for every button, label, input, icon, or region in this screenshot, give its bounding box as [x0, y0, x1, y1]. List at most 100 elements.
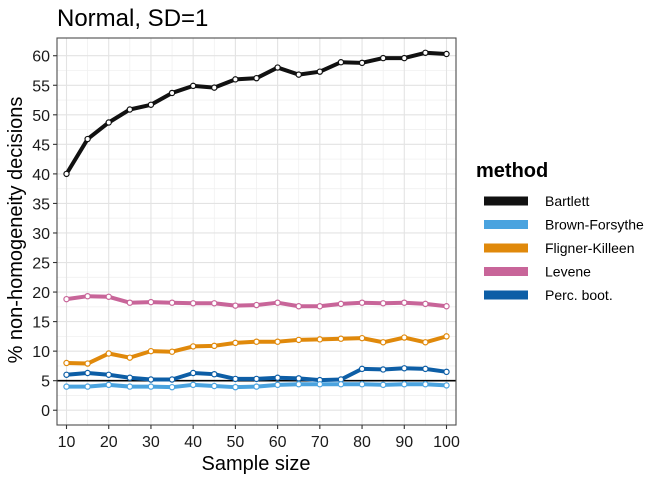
data-point-bartlett — [105, 119, 112, 126]
data-point-levene — [443, 303, 450, 310]
series-levene — [63, 292, 450, 310]
data-point-levene — [274, 299, 281, 306]
x-tick-label: 100 — [433, 434, 460, 451]
data-point-fligner-killeen — [147, 347, 155, 355]
data-point-fligner-killeen — [401, 334, 408, 341]
y-tick-label: 30 — [32, 226, 50, 243]
data-point-fligner-killeen — [379, 339, 387, 346]
data-point-perc-boot — [105, 371, 112, 378]
data-point-fligner-killeen — [422, 339, 429, 346]
data-point-levene — [295, 303, 302, 310]
y-tick-label: 15 — [32, 315, 50, 332]
x-tick-label: 80 — [353, 434, 371, 451]
data-point-perc-boot — [422, 365, 429, 373]
data-point-levene — [253, 301, 260, 309]
data-point-brown-forsythe — [63, 383, 70, 390]
data-point-perc-boot — [232, 375, 239, 383]
y-tick-label: 45 — [32, 137, 50, 154]
data-point-bartlett — [337, 59, 345, 66]
y-axis-title: % non-homogeneity decisions — [5, 97, 27, 364]
data-point-bartlett — [147, 101, 155, 108]
data-point-fligner-killeen — [63, 359, 70, 367]
data-point-brown-forsythe — [401, 381, 408, 388]
series-bartlett — [63, 49, 450, 178]
data-point-perc-boot — [253, 375, 260, 383]
legend-title: method — [476, 160, 548, 182]
data-point-bartlett — [274, 64, 281, 71]
y-tick-label: 5 — [41, 374, 50, 391]
data-point-levene — [316, 303, 324, 310]
y-tick-label: 50 — [32, 108, 50, 125]
y-tick-label: 60 — [32, 49, 50, 66]
data-point-perc-boot — [63, 371, 70, 378]
legend-label-perc-boot: Perc. boot. — [545, 287, 613, 303]
x-axis-ticks: 10 20 30 40 50 60 70 80 90 100 — [58, 425, 460, 451]
data-point-levene — [189, 300, 197, 307]
data-point-levene — [337, 300, 345, 308]
data-point-perc-boot — [274, 374, 281, 381]
data-point-bartlett — [232, 76, 239, 83]
x-tick-label: 30 — [142, 434, 160, 451]
data-point-bartlett — [295, 71, 302, 78]
data-point-brown-forsythe — [379, 381, 387, 389]
data-point-brown-forsythe — [84, 383, 91, 390]
x-tick-label: 70 — [311, 434, 329, 451]
data-point-bartlett — [168, 89, 176, 97]
legend: method Bartlett Brown-Forsythe Fligner-Kil… — [476, 160, 644, 303]
data-point-perc-boot — [84, 369, 91, 377]
data-point-brown-forsythe — [443, 382, 450, 389]
data-point-brown-forsythe — [253, 383, 260, 390]
legend-label-fligner-killeen: Fligner-Killeen — [545, 240, 634, 256]
data-point-perc-boot — [401, 365, 408, 372]
data-point-bartlett — [84, 135, 91, 143]
x-tick-label: 60 — [269, 434, 287, 451]
data-point-brown-forsythe — [232, 383, 239, 391]
data-point-fligner-killeen — [274, 338, 281, 345]
data-point-fligner-killeen — [358, 334, 366, 342]
data-point-levene — [105, 293, 112, 300]
data-point-perc-boot — [443, 368, 450, 376]
data-point-fligner-killeen — [337, 335, 345, 342]
data-point-perc-boot — [379, 366, 387, 373]
data-point-brown-forsythe — [274, 381, 281, 389]
data-point-brown-forsythe — [105, 381, 112, 389]
data-point-levene — [379, 300, 387, 307]
y-tick-label: 10 — [32, 344, 50, 361]
chart-title: Normal, SD=1 — [57, 5, 208, 32]
data-point-fligner-killeen — [295, 336, 302, 344]
data-point-perc-boot — [358, 365, 366, 373]
data-point-bartlett — [443, 50, 450, 58]
legend-label-levene: Levene — [545, 264, 591, 280]
data-point-levene — [168, 299, 176, 306]
series-perc-boot — [63, 365, 450, 384]
data-point-levene — [84, 292, 91, 300]
y-axis-ticks: 0 5 10 15 20 25 30 35 40 45 50 55 60 — [32, 49, 57, 420]
x-tick-label: 10 — [58, 434, 76, 451]
major-gridlines — [57, 38, 456, 425]
data-point-levene — [211, 300, 218, 307]
data-point-bartlett — [401, 54, 408, 62]
series-layer — [63, 49, 450, 391]
data-point-bartlett — [211, 84, 218, 91]
data-point-bartlett — [126, 106, 134, 113]
data-point-brown-forsythe — [422, 381, 429, 388]
data-point-perc-boot — [147, 376, 155, 383]
data-point-bartlett — [422, 49, 429, 56]
data-point-brown-forsythe — [168, 383, 176, 391]
data-point-perc-boot — [211, 370, 218, 378]
y-tick-label: 35 — [32, 196, 50, 213]
data-point-levene — [126, 299, 134, 306]
data-point-levene — [147, 298, 155, 306]
data-point-perc-boot — [126, 374, 134, 381]
data-point-fligner-killeen — [232, 339, 239, 347]
data-point-fligner-killeen — [253, 338, 260, 345]
y-tick-label: 40 — [32, 167, 50, 184]
data-point-fligner-killeen — [105, 350, 112, 357]
y-tick-label: 25 — [32, 256, 50, 273]
series-brown-forsythe — [63, 381, 450, 391]
y-tick-label: 0 — [41, 403, 50, 420]
data-point-bartlett — [63, 170, 70, 178]
data-point-levene — [401, 299, 408, 306]
data-point-perc-boot — [189, 369, 197, 377]
data-point-fligner-killeen — [189, 343, 197, 350]
